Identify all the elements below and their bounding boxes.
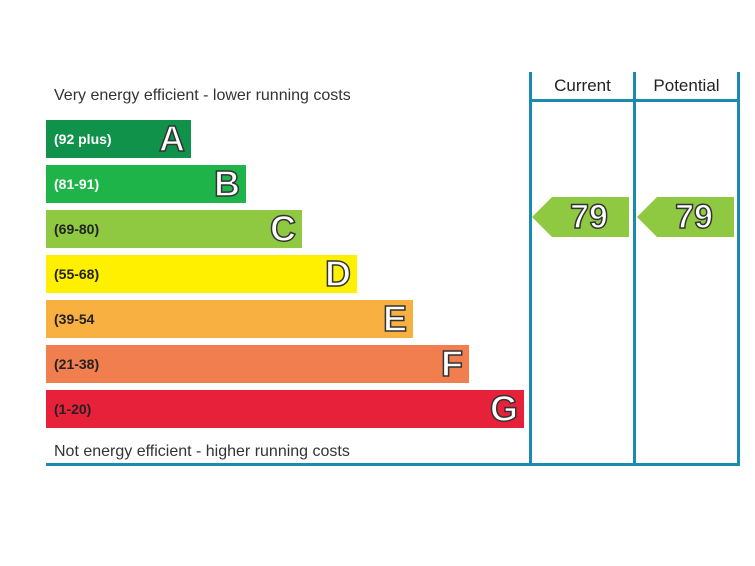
bottom-line xyxy=(46,463,740,466)
band-letter: D xyxy=(324,253,352,294)
band-a: (92 plus) A xyxy=(46,118,191,159)
band-letter: B xyxy=(213,163,241,204)
band-range: (92 plus) xyxy=(54,131,112,147)
potential-rating-arrow: 79 xyxy=(637,197,734,237)
band-range: (55-68) xyxy=(54,266,100,282)
band-letter: G xyxy=(489,388,519,429)
band-f: (21-38) F xyxy=(46,343,469,384)
band-d: (55-68) D xyxy=(46,253,357,294)
potential-header: Potential xyxy=(653,76,720,95)
top-label: Very energy efficient - lower running co… xyxy=(54,87,351,104)
divider-left xyxy=(529,72,532,465)
band-e: (39-54 E xyxy=(46,298,413,339)
divider-middle xyxy=(633,72,636,465)
bottom-label: Not energy efficient - higher running co… xyxy=(54,443,350,460)
current-rating-value: 79 xyxy=(569,197,608,237)
divider-right xyxy=(737,72,740,465)
band-g: (1-20) G xyxy=(46,388,524,429)
band-range: (39-54 xyxy=(54,311,95,327)
current-header: Current xyxy=(554,76,611,95)
band-c: (69-80) C xyxy=(46,208,302,249)
band-letter: F xyxy=(440,343,464,384)
band-letter: C xyxy=(269,208,297,249)
band-range: (81-91) xyxy=(54,176,100,192)
band-range: (69-80) xyxy=(54,221,100,237)
band-range: (1-20) xyxy=(54,401,92,417)
current-rating-arrow: 79 xyxy=(532,197,629,237)
band-letter: E xyxy=(382,298,408,339)
band-letter: A xyxy=(158,118,186,159)
potential-rating-value: 79 xyxy=(674,197,713,237)
band-b: (81-91) B xyxy=(46,163,246,204)
header-line xyxy=(529,99,740,102)
band-range: (21-38) xyxy=(54,356,100,372)
